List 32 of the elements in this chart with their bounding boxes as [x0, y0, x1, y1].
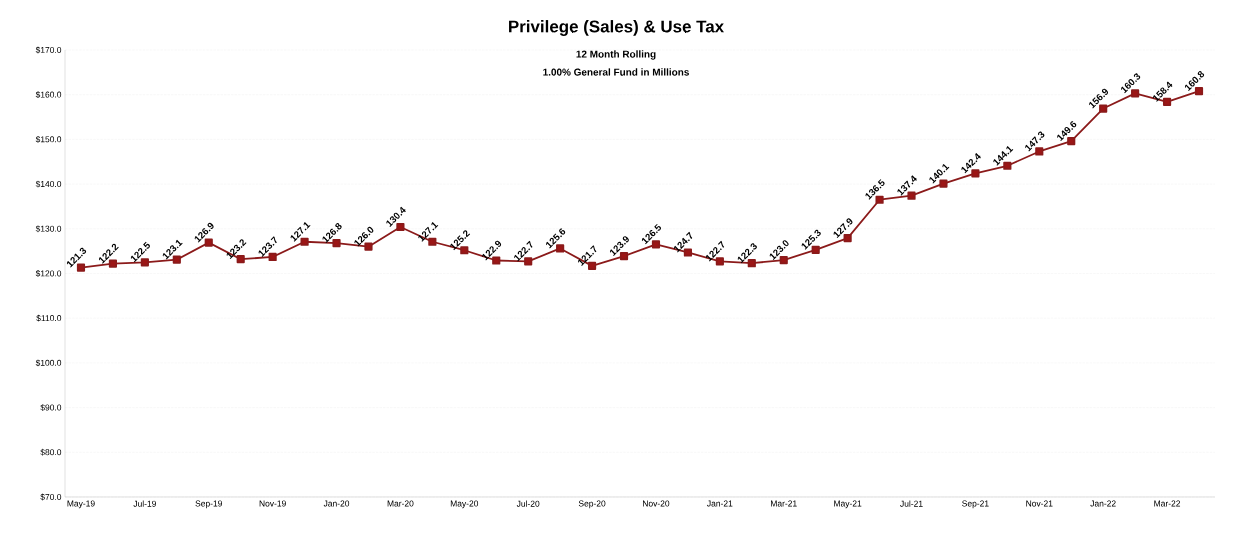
y-tick-label: $130.0 — [35, 225, 62, 233]
y-tick-label: $160.0 — [35, 91, 62, 99]
y-tick-label: $80.0 — [40, 448, 62, 456]
x-tick-label: Jan-21 — [707, 500, 733, 507]
x-tick-label: May-20 — [450, 500, 479, 509]
x-tick-label: Jul-21 — [900, 500, 923, 507]
y-tick-label: $150.0 — [35, 135, 62, 143]
y-tick-label: $100.0 — [35, 359, 62, 367]
y-tick-label: $70.0 — [40, 493, 62, 501]
y-tick-label: $140.0 — [35, 180, 62, 188]
chart-title: Privilege (Sales) & Use Tax — [509, 20, 724, 36]
x-tick-label: Nov-21 — [1026, 500, 1053, 507]
x-tick-label: May-21 — [834, 500, 862, 509]
x-tick-label: May-19 — [67, 500, 95, 509]
chart-subtitle: 12 Month Rolling — [576, 50, 656, 60]
x-tick-label: Jul-19 — [133, 500, 156, 507]
y-tick-label: $110.0 — [36, 314, 62, 322]
annotation: 1.00% General Fund in Millions — [543, 68, 689, 76]
x-tick-label: Nov-20 — [643, 500, 670, 507]
x-tick-label: Mar-21 — [771, 500, 797, 507]
x-tick-label: Sep-20 — [578, 500, 606, 509]
x-tick-label: Jan-22 — [1090, 500, 1116, 507]
x-tick-label: Sep-21 — [962, 500, 989, 509]
x-tick-label: Jan-20 — [323, 500, 350, 507]
x-tick-label: Jul-20 — [516, 500, 540, 507]
x-tick-label: Mar-20 — [387, 500, 414, 507]
x-tick-label: Mar-22 — [1154, 500, 1181, 507]
x-tick-label: Nov-19 — [259, 500, 286, 507]
y-tick-label: $170.0 — [35, 46, 62, 54]
y-tick-label: $120.0 — [35, 270, 62, 277]
x-tick-label: Sep-19 — [195, 500, 223, 509]
y-tick-label: $90.0 — [40, 404, 62, 412]
